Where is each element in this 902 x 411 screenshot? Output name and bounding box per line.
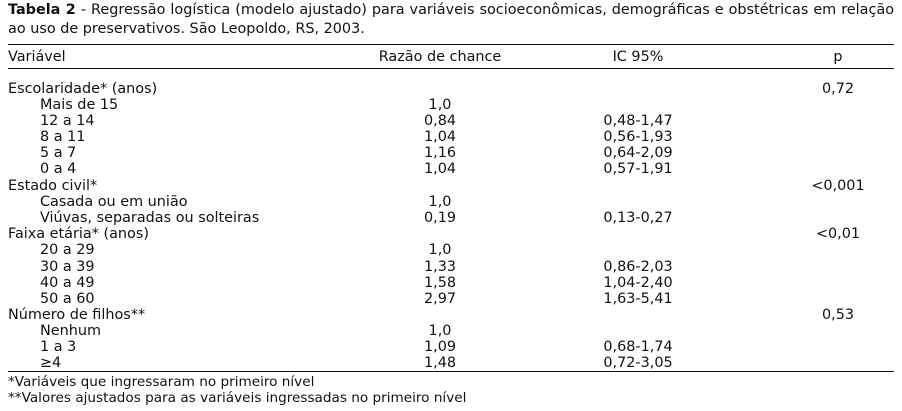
- row-variable: Escolaridade* (anos): [8, 81, 158, 97]
- header-variable: Variável: [8, 49, 66, 65]
- row-p: 0,72: [821, 81, 855, 97]
- row-variable: 12 a 14: [40, 113, 95, 129]
- row-variable: 1 a 3: [40, 339, 77, 355]
- row-variable: Faixa etária* (anos): [8, 226, 149, 242]
- row-odds-ratio: 1,04: [423, 129, 457, 145]
- table-caption-label: Tabela 2: [8, 2, 76, 18]
- row-odds-ratio: 1,16: [423, 145, 457, 161]
- row-variable: Viúvas, separadas ou solteiras: [40, 210, 260, 226]
- header-odds-ratio: Razão de chance: [378, 49, 502, 65]
- table-bottom-rule: [8, 371, 894, 372]
- row-variable: 5 a 7: [40, 145, 77, 161]
- row-ci: 0,13-0,27: [603, 210, 673, 226]
- row-ci: 0,57-1,91: [603, 161, 673, 177]
- row-odds-ratio: 1,0: [428, 194, 452, 210]
- row-ci: 0,56-1,93: [603, 129, 673, 145]
- row-odds-ratio: 1,0: [428, 97, 452, 113]
- row-variable: Número de filhos**: [8, 307, 146, 323]
- row-ci: 0,72-3,05: [603, 355, 673, 371]
- row-ci: 0,86-2,03: [603, 259, 673, 275]
- table-caption-text: - Regressão logística (modelo ajustado) …: [8, 2, 894, 37]
- row-ci: 1,63-5,41: [603, 291, 673, 307]
- row-ci: 0,64-2,09: [603, 145, 673, 161]
- row-odds-ratio: 1,48: [423, 355, 457, 371]
- table-header-rule: [8, 68, 894, 69]
- row-variable: Mais de 15: [40, 97, 119, 113]
- row-odds-ratio: 1,09: [423, 339, 457, 355]
- row-variable: Nenhum: [40, 323, 101, 339]
- table-caption: Tabela 2 - Regressão logística (modelo a…: [8, 1, 894, 39]
- row-variable: 30 a 39: [40, 259, 95, 275]
- row-odds-ratio: 1,58: [423, 275, 457, 291]
- row-variable: 40 a 49: [40, 275, 95, 291]
- row-variable: 50 a 60: [40, 291, 95, 307]
- row-variable: ≥4: [40, 355, 62, 371]
- row-p: 0,53: [821, 307, 855, 323]
- row-odds-ratio: 1,04: [423, 161, 457, 177]
- row-odds-ratio: 1,0: [428, 242, 452, 258]
- row-p: <0,01: [815, 226, 861, 242]
- footnote: *Variáveis que ingressaram no primeiro n…: [8, 374, 315, 390]
- row-ci: 0,48-1,47: [603, 113, 673, 129]
- row-odds-ratio: 0,84: [423, 113, 457, 129]
- row-variable: Casada ou em união: [40, 194, 188, 210]
- row-ci: 0,68-1,74: [603, 339, 673, 355]
- header-p: p: [833, 49, 843, 65]
- footnote: **Valores ajustados para as variáveis in…: [8, 390, 467, 406]
- row-variable: 8 a 11: [40, 129, 86, 145]
- row-variable: 0 a 4: [40, 161, 77, 177]
- row-variable: Estado civil*: [8, 178, 98, 194]
- row-p: <0,001: [811, 178, 865, 194]
- row-variable: 20 a 29: [40, 242, 95, 258]
- row-odds-ratio: 0,19: [423, 210, 457, 226]
- table-top-rule: [8, 44, 894, 45]
- row-odds-ratio: 1,33: [423, 259, 457, 275]
- header-ci: IC 95%: [612, 49, 664, 65]
- row-ci: 1,04-2,40: [603, 275, 673, 291]
- row-odds-ratio: 1,0: [428, 323, 452, 339]
- row-odds-ratio: 2,97: [423, 291, 457, 307]
